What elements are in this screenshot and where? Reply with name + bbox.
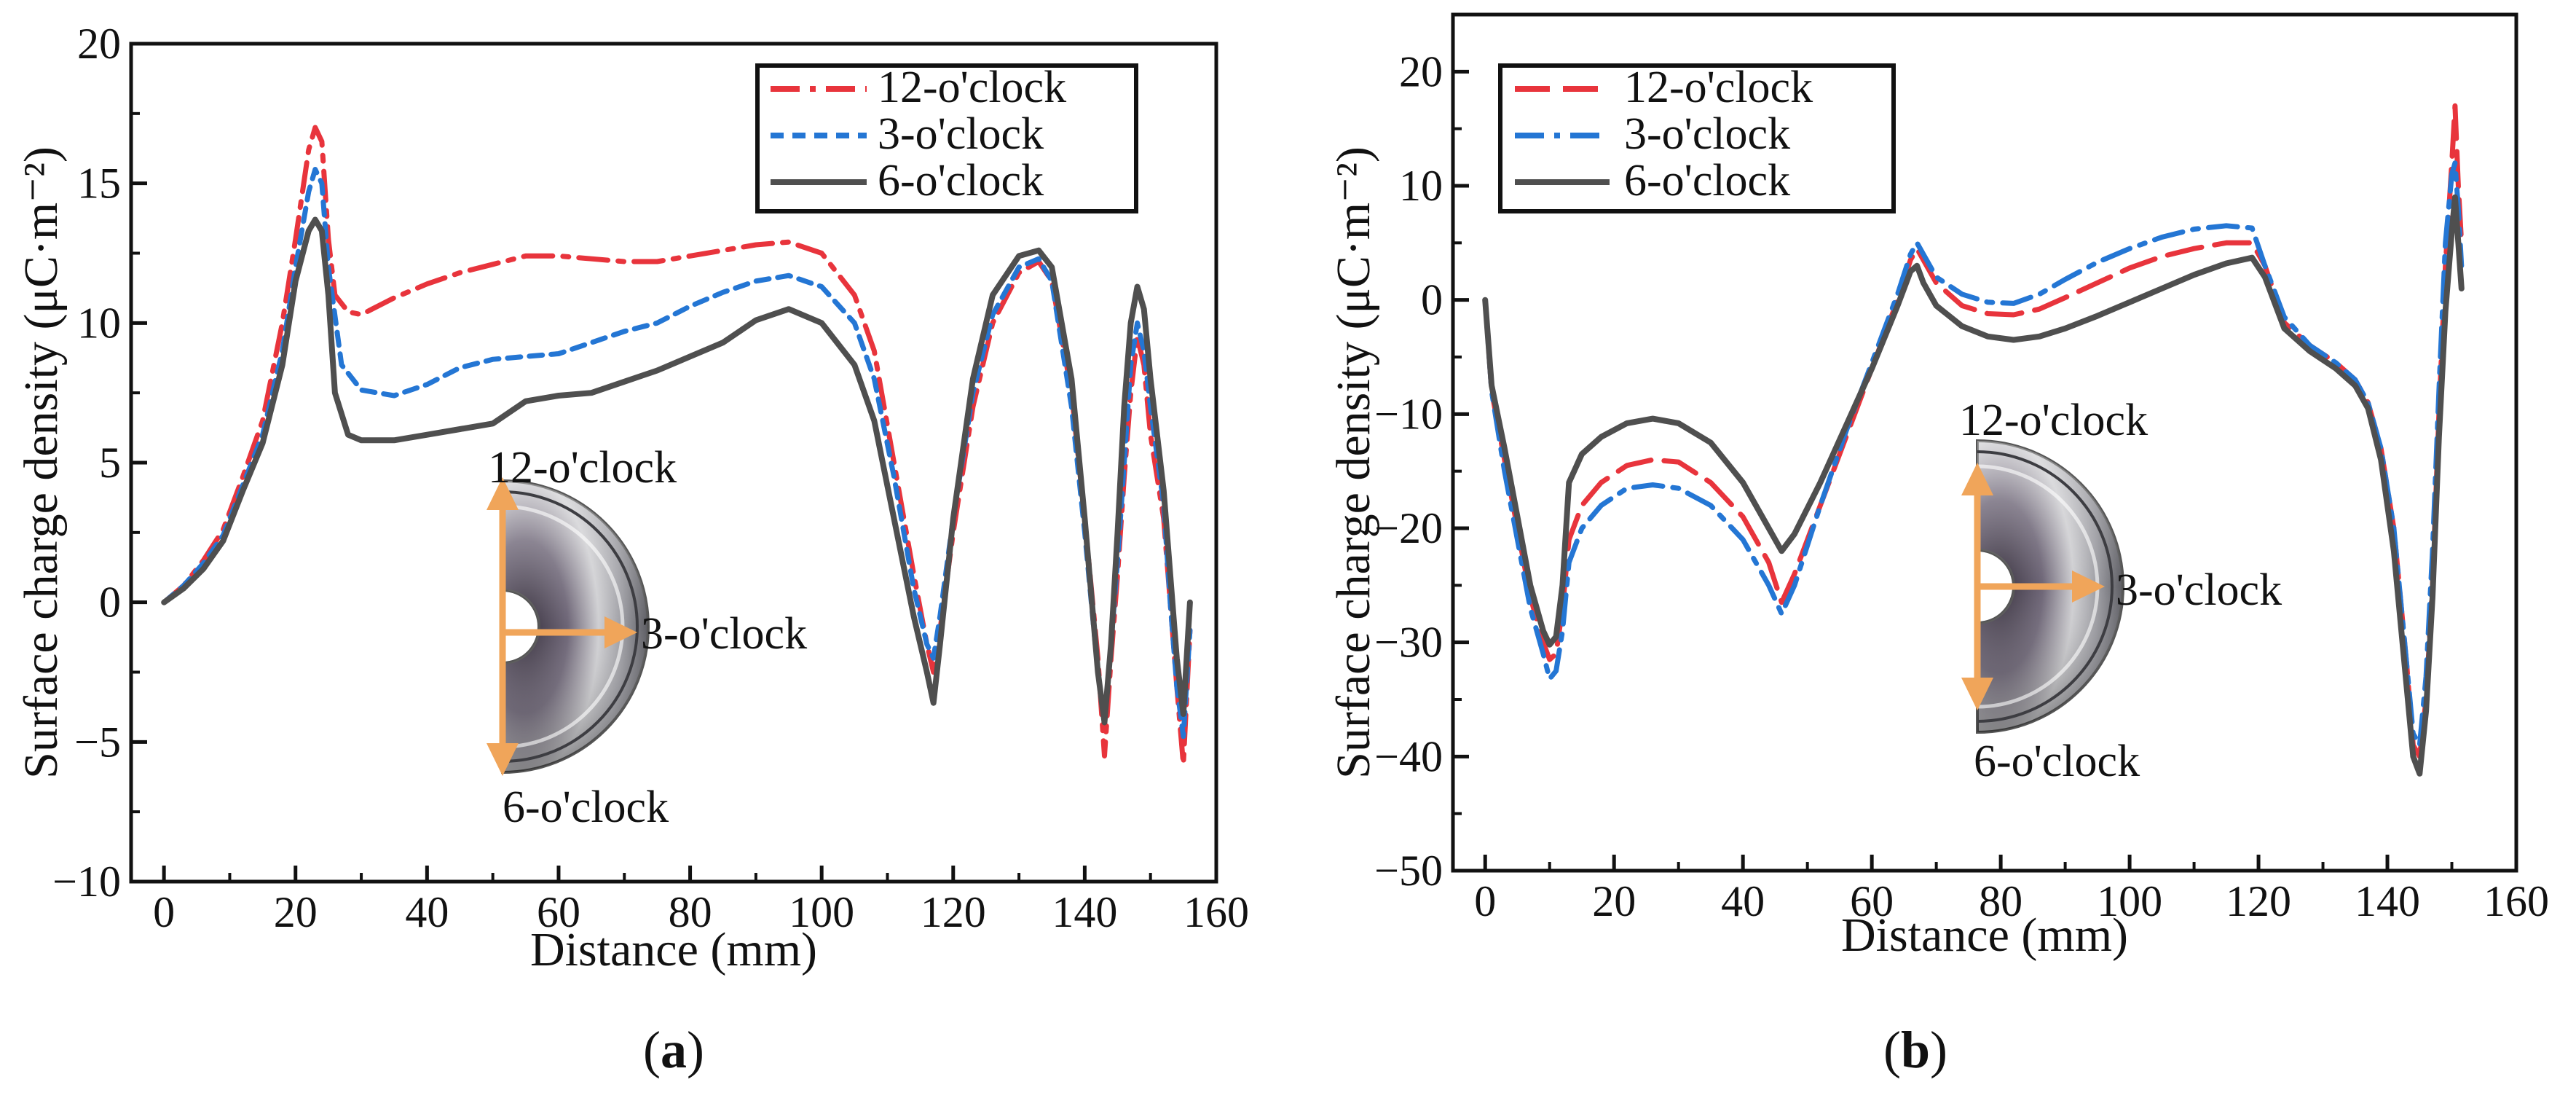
series-line-6oclock — [1482, 194, 2465, 777]
x-ticks-b: 0 20 40 60 80 100 120 140 160 — [1474, 855, 2549, 925]
inset-label-right-a: 3-o'clock — [641, 609, 807, 659]
y-axis-label-b: Surface charge density (μC·m⁻²) — [1327, 146, 1380, 779]
y-tick-label: −50 — [1374, 847, 1443, 895]
x-tick-label: 160 — [2484, 877, 2549, 925]
caption-b: (b) — [1883, 1021, 1947, 1079]
x-tick-label: 140 — [1052, 888, 1117, 936]
arrow-up-icon-b — [1961, 463, 1993, 587]
y-tick-label: 0 — [1421, 276, 1443, 324]
inset-label-top-b: 12-o'clock — [1959, 396, 2148, 445]
plot-frame-b — [1451, 12, 2518, 873]
arrow-right-icon-a — [503, 616, 637, 648]
x-tick-label: 40 — [1721, 877, 1765, 925]
x-tick-label: 80 — [1979, 877, 2022, 925]
caption-letter-b: b — [1901, 1021, 1930, 1079]
arrow-right-icon-b — [1977, 570, 2105, 603]
y-tick-label: 10 — [1399, 162, 1443, 210]
x-tick-label: 20 — [1592, 877, 1636, 925]
x-tick-label: 80 — [669, 888, 712, 936]
inset-disc-b — [1961, 439, 2124, 734]
x-tick-label: 160 — [1183, 888, 1249, 936]
series-line-3oclock — [1482, 160, 2465, 748]
y-tick-label: −10 — [1374, 390, 1443, 438]
inset-label-right-b: 3-o'clock — [2116, 565, 2282, 615]
legend-label: 12-o'clock — [1624, 63, 1813, 112]
legend-label: 6-o'clock — [1624, 156, 1790, 205]
y-tick-label: −40 — [1374, 732, 1443, 780]
x-tick-label: 140 — [2355, 877, 2420, 925]
inset-label-bottom-a: 6-o'clock — [503, 783, 669, 832]
y-tick-label: 0 — [99, 579, 121, 627]
arrow-down-icon-b — [1961, 587, 1993, 710]
series-lines-a — [161, 125, 1193, 767]
y-tick-label: 10 — [77, 299, 121, 347]
legend-label: 3-o'clock — [878, 109, 1044, 159]
y-tick-label: −10 — [52, 858, 121, 906]
series-lines-b — [1482, 103, 2465, 777]
legend-label: 6-o'clock — [878, 156, 1044, 205]
y-tick-label: 15 — [77, 160, 121, 208]
legend-label: 3-o'clock — [1624, 109, 1790, 159]
inset-label-bottom-b: 6-o'clock — [1974, 737, 2140, 786]
y-ticks-b: −50 −40 −30 −20 −10 0 10 20 — [1374, 47, 1469, 895]
x-tick-label: 100 — [2097, 877, 2162, 925]
x-tick-label: 0 — [1474, 877, 1496, 925]
x-tick-label: 20 — [274, 888, 318, 936]
y-tick-label: −5 — [74, 718, 121, 766]
x-axis-label-b: Distance (mm) — [1841, 909, 2128, 962]
y-axis-label-a: Surface charge density (μC·m⁻²) — [15, 146, 68, 779]
arrow-down-icon-a — [487, 627, 519, 776]
x-tick-label: 60 — [537, 888, 580, 936]
caption-a: (a) — [643, 1021, 704, 1079]
y-tick-label: −30 — [1374, 619, 1443, 667]
chart-panel-a: −10 −5 0 5 10 15 20 0 20 40 60 80 100 120 140 160 12-o… — [15, 20, 1249, 1079]
x-tick-label: 120 — [2226, 877, 2291, 925]
caption-letter-a: a — [661, 1021, 687, 1079]
x-tick-label: 60 — [1850, 877, 1894, 925]
series-line-6oclock — [161, 216, 1193, 726]
legend-label: 12-o'clock — [878, 63, 1066, 112]
y-tick-label: 5 — [99, 439, 121, 487]
arrow-up-icon-a — [487, 477, 519, 627]
x-axis-label-a: Distance (mm) — [530, 923, 817, 976]
y-ticks-a: −10 −5 0 5 10 15 20 — [52, 20, 147, 906]
x-tick-label: 40 — [405, 888, 449, 936]
chart-panel-b: −50 −40 −30 −20 −10 0 10 20 0 20 40 60 80 100 120 140 1… — [1327, 12, 2549, 1079]
inset-disc-a — [487, 477, 650, 776]
x-ticks-a: 0 20 40 60 80 100 120 140 160 — [153, 866, 1249, 936]
x-tick-label: 100 — [789, 888, 854, 936]
x-tick-label: 0 — [153, 888, 175, 936]
y-tick-label: 20 — [77, 20, 121, 68]
inset-label-top-a: 12-o'clock — [488, 443, 677, 493]
y-tick-label: 20 — [1399, 47, 1443, 95]
x-tick-label: 120 — [921, 888, 986, 936]
y-tick-label: −20 — [1374, 504, 1443, 552]
